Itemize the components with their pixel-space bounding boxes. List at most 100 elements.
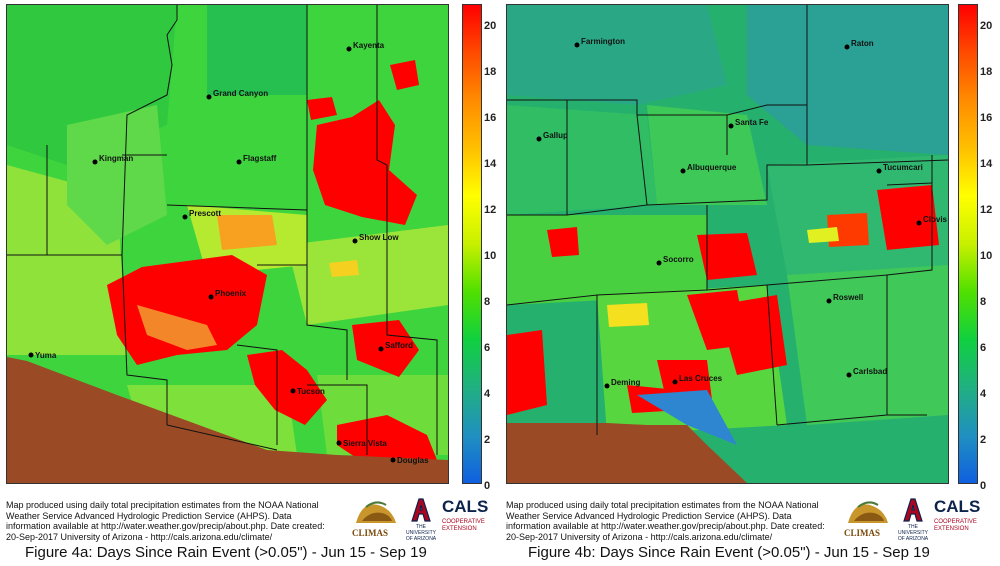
panel-arizona: Kayenta Grand Canyon Kingman Flagstaff P… [6,4,497,561]
ua-line-1: THE UNIVERSITY [405,524,436,536]
red-region-phoenix [107,255,267,365]
tick-0: 0 [980,480,987,492]
tick-2: 2 [980,434,987,446]
city-label-las-cruces: Las Cruces [679,374,723,383]
city-label-phoenix: Phoenix [215,289,247,298]
texas-blue-area [637,390,737,445]
red-region-safford [352,320,419,377]
city-dot-socorro [656,260,662,266]
city-label-kayenta: Kayenta [353,41,385,50]
city-dot-kayenta [346,46,352,52]
city-dot-gallup [536,136,542,142]
city-label-clovis: Clovis [923,215,948,224]
tick-6: 6 [980,342,987,354]
climas-wordmark: CLIMAS [844,528,881,538]
tick-14: 14 [484,158,497,170]
city-label-prescott: Prescott [189,209,221,218]
cals-wordmark: CALS [934,497,981,516]
yellow-region [607,303,649,327]
city-dot-santa-fe [728,123,734,129]
data-note: Map produced using daily total precipita… [506,500,825,542]
green-region [67,105,167,245]
ua-logo: THE UNIVERSITY OF ARIZONA [404,497,438,542]
city-markers: Farmington Raton Gallup Santa Fe Albuque… [536,37,948,389]
tick-8: 8 [484,296,491,308]
green-region [647,105,767,205]
tick-4: 4 [484,388,491,400]
climas-emblem-icon [848,501,888,523]
yellow-region [807,227,839,243]
tick-20: 20 [484,20,497,32]
city-markers: Kayenta Grand Canyon Kingman Flagstaff P… [28,41,429,465]
city-dot-show-low [352,238,358,244]
city-label-tucumcari: Tucumcari [883,163,923,172]
city-dot-flagstaff [236,159,242,165]
tick-2: 2 [484,434,491,446]
data-note: Map produced using daily total precipita… [6,500,325,542]
city-dot-tucson [290,388,296,394]
city-label-safford: Safford [385,341,413,350]
ua-wordmark: THE UNIVERSITY OF ARIZONA [404,524,438,542]
city-label-albuquerque: Albuquerque [687,163,737,172]
colorbar-tick-labels: 20 18 16 14 12 10 8 6 4 2 0 [980,4,1000,492]
cals-subtitle: COOPERATIVE EXTENSION [934,519,977,533]
colorbar [958,4,978,484]
cals-subtitle: COOPERATIVE EXTENSION [442,519,485,533]
colorbar [462,4,482,484]
teal-region [507,5,727,105]
city-dot-deming [604,383,610,389]
city-dot-yuma [28,352,34,358]
teal-region [747,5,948,155]
tick-6: 6 [484,342,491,354]
orange-region [137,305,217,350]
city-dot-raton [844,44,850,50]
tick-20: 20 [980,20,993,32]
city-dot-sierra-vista [336,440,342,446]
city-dot-las-cruces [672,379,678,385]
ua-line-2: OF ARIZONA [897,536,929,542]
city-dot-farmington [574,42,580,48]
cals-sub-1: COOPERATIVE [442,519,485,525]
climas-logo: CLIMAS [844,497,892,539]
city-dot-roswell [826,298,832,304]
city-label-santa-fe: Santa Fe [735,118,769,127]
mexico-area [7,357,448,483]
city-dot-douglas [390,457,396,463]
figure-caption: Figure 4b: Days Since Rain Event (>0.05"… [528,544,930,561]
red-region-socorro [697,233,757,280]
tick-4: 4 [980,388,987,400]
green-region [507,105,657,215]
figure-caption: Figure 4a: Days Since Rain Event (>0.05"… [25,544,427,561]
red-region-southeast [337,415,437,465]
city-label-douglas: Douglas [397,456,429,465]
logo-strip: CLIMAS THE UNIVERSITY OF ARIZONA CALS CO… [352,497,494,542]
city-dot-clovis [916,220,922,226]
tick-0: 0 [484,480,491,492]
tick-10: 10 [484,250,497,262]
city-label-raton: Raton [851,39,874,48]
tick-8: 8 [980,296,987,308]
city-label-socorro: Socorro [663,255,694,264]
county-borders [507,5,948,435]
ua-line-2: OF ARIZONA [405,536,437,542]
city-label-sierra-vista: Sierra Vista [343,439,387,448]
cals-wordmark: CALS [442,497,489,516]
city-label-grand-canyon: Grand Canyon [213,89,268,98]
lightgreen-region [287,225,448,325]
ua-logo: THE UNIVERSITY OF ARIZONA [896,497,930,542]
city-dot-albuquerque [680,168,686,174]
tick-18: 18 [980,66,993,78]
red-region [307,97,337,120]
red-region-tucson [247,350,327,425]
city-dot-tucumcari [876,168,882,174]
red-region [547,227,579,257]
city-dot-phoenix [208,294,214,300]
climas-emblem-icon [356,501,396,523]
city-dot-carlsbad [846,372,852,378]
cals-sub-2: EXTENSION [934,526,969,532]
tick-14: 14 [980,158,993,170]
city-label-roswell: Roswell [833,293,863,302]
tick-16: 16 [484,112,497,124]
new-mexico-map: Farmington Raton Gallup Santa Fe Albuque… [506,4,949,484]
ua-line-1: THE UNIVERSITY [897,524,928,536]
